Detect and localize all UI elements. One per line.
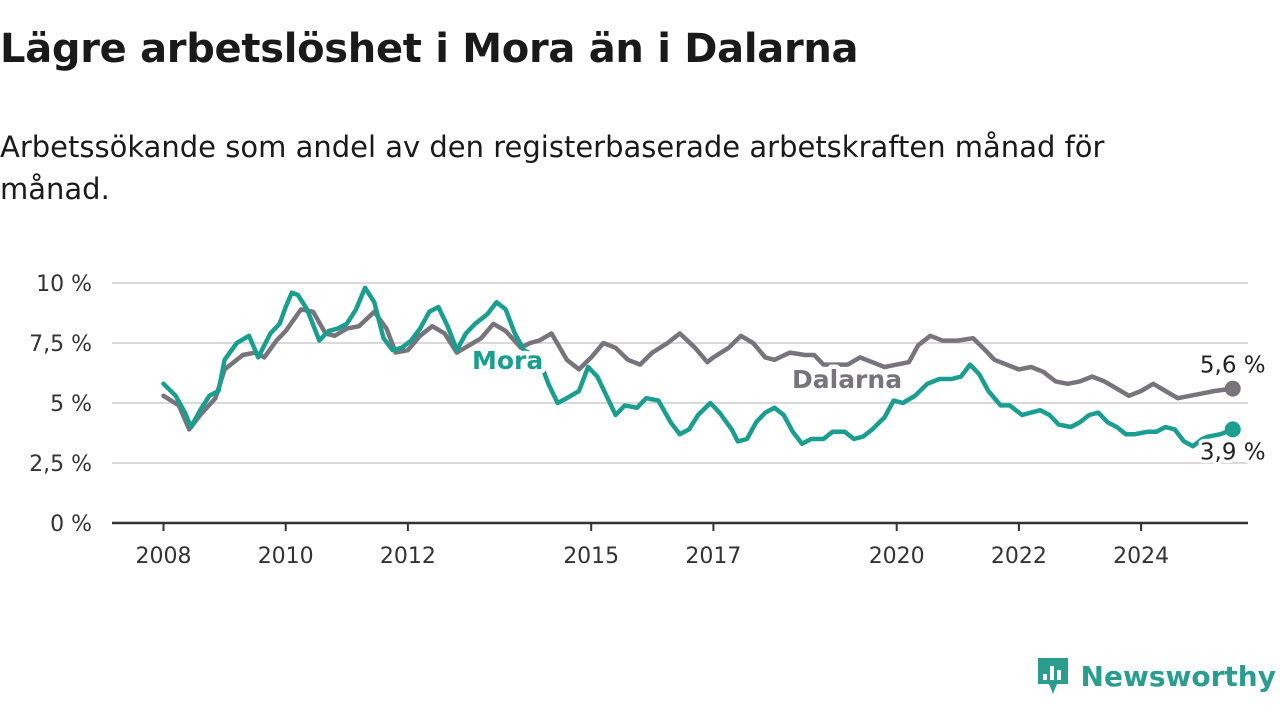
chart-subtitle: Arbetssökande som andel av den registerb… [0, 130, 1105, 206]
end-label-mora: 3,9 % [1200, 439, 1266, 465]
x-tick-label: 2012 [380, 544, 436, 569]
x-tick-label: 2024 [1113, 544, 1169, 569]
y-tick-label: 5 % [50, 392, 92, 417]
page-title: Lägre arbetslöshet i Mora än i Dalarna [0, 26, 859, 72]
x-tick-label: 2015 [563, 544, 619, 569]
y-tick-label: 2,5 % [29, 452, 92, 477]
x-tick-label: 2017 [685, 544, 741, 569]
newsworthy-logo: Newsworthy [1035, 656, 1276, 696]
end-label-mora-halo: 3,9 % [1200, 439, 1266, 465]
series-label-mora: Mora [472, 346, 543, 375]
x-tick-label: 2008 [136, 544, 192, 569]
end-label-dalarna-halo: 5,6 % [1200, 353, 1266, 379]
x-tick-label: 2022 [991, 544, 1047, 569]
series-line-mora [161, 285, 1236, 449]
end-label-dalarna: 5,6 % [1200, 353, 1266, 379]
line-chart: 0 % 2,5 % 5 % 7,5 % 10 % 2008 2010 2012 2015 2017… [29, 272, 1269, 569]
end-point-dalarna [1224, 380, 1241, 397]
end-point-mora [1224, 421, 1241, 438]
y-tick-label: 10 % [36, 272, 92, 297]
y-tick-label: 0 % [50, 512, 92, 537]
y-tick-label: 7,5 % [29, 332, 92, 357]
brand-name: Newsworthy [1080, 659, 1276, 693]
x-tick-label: 2010 [258, 544, 314, 569]
x-tick-label: 2020 [869, 544, 925, 569]
series-label-mora-halo: Mora [472, 346, 543, 375]
newsworthy-logo-icon [1037, 658, 1068, 694]
series-label-dalarna: Dalarna [792, 365, 902, 394]
series-line-dalarna [161, 307, 1236, 432]
series-label-dalarna-halo: Dalarna [792, 365, 902, 394]
